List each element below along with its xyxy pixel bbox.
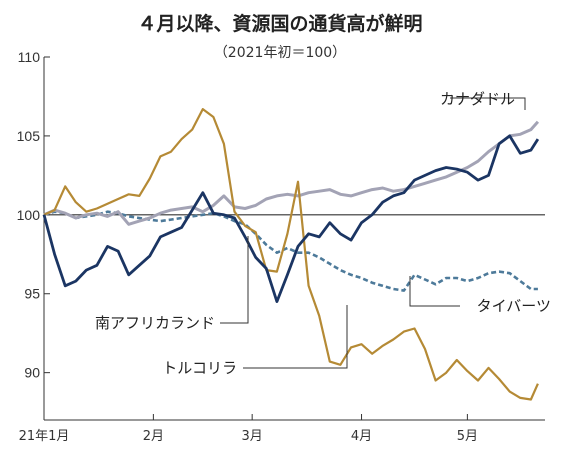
- y-tick-label: 105: [17, 128, 41, 144]
- x-tick-label: 5月: [457, 429, 478, 444]
- series-label-south-african-rand: 南アフリカランド: [95, 314, 215, 332]
- series-line-south-african-rand: [42, 134, 540, 304]
- leader-line-canadian-dollar: [450, 97, 526, 110]
- y-tick-label: 90: [24, 365, 40, 381]
- chart-title: ４月以降、資源国の通貨高が鮮明: [137, 12, 422, 35]
- x-tick-label: 2月: [143, 429, 164, 444]
- series-line-canadian-dollar: [43, 120, 540, 226]
- x-tick-label: 4月: [351, 429, 372, 444]
- plot-area: 90 95 100 105 110 21年1月 2月 3月 4月 5月 カナダドル南アフリカランドト…: [17, 49, 551, 444]
- series-line-turkish-lira: [43, 107, 539, 401]
- x-tick-label: 21年1月: [19, 429, 70, 444]
- chart-subtitle: （2021年初＝100）: [214, 44, 346, 61]
- leader-line-turkish-lira: [243, 305, 348, 369]
- x-tick-label: 3月: [242, 429, 263, 444]
- leader-line-south-african-rand: [220, 236, 249, 324]
- series-label-canadian-dollar: カナダドル: [440, 90, 515, 108]
- y-tick-label: 110: [18, 49, 41, 65]
- y-tick-label: 100: [17, 207, 41, 223]
- y-tick-label: 95: [24, 286, 40, 302]
- series-label-turkish-lira: トルコリラ: [162, 359, 237, 377]
- series-label-thai-baht: タイバーツ: [477, 297, 551, 315]
- leader-line-thai-baht: [409, 276, 460, 307]
- series-line-thai-baht: [43, 210, 538, 292]
